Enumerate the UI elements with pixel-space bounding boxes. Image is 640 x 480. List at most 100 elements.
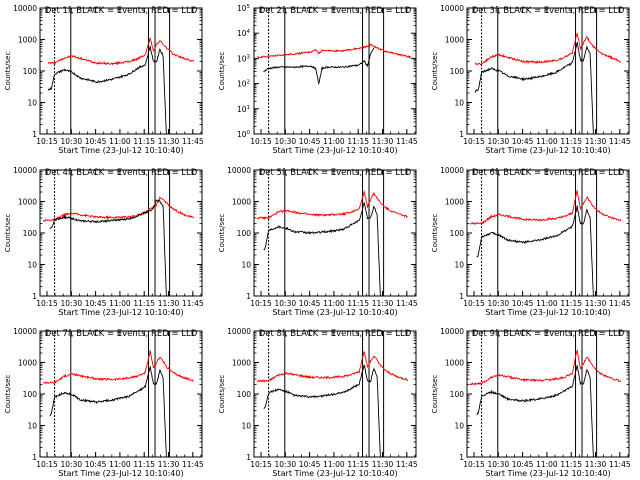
x-tick-label: 11:00 xyxy=(323,460,345,469)
y-tick-label: 10000 xyxy=(13,327,37,336)
y-tick-label: 100 xyxy=(450,229,465,238)
plot-frame xyxy=(253,169,417,297)
x-tick-label: 10:15 xyxy=(250,137,272,146)
series-line-red xyxy=(257,43,412,59)
x-tick-label: 11:00 xyxy=(536,137,558,146)
plot-frame xyxy=(39,330,203,458)
y-tick-label: 1 xyxy=(459,292,464,301)
panel-title: Det 3f, BLACK = Events, RED = LLD xyxy=(472,6,625,16)
y-axis-label: Counts/sec xyxy=(431,375,439,414)
series-line-black xyxy=(263,202,381,297)
series-line-red xyxy=(47,37,195,66)
x-tick-label: 11:45 xyxy=(182,137,204,146)
x-tick-label: 10:15 xyxy=(463,299,485,308)
x-tick-label: 10:30 xyxy=(275,137,297,146)
y-tick-label: 1000 xyxy=(445,359,464,368)
panel-title: Det 4f, BLACK = Events, RED = LLD xyxy=(45,168,198,178)
x-tick-label: 11:45 xyxy=(396,460,418,469)
x-tick-label: 11:45 xyxy=(609,460,631,469)
chart-panel-5: Det 5f, BLACK = Events, RED = LLD 1 10 100 1… xyxy=(218,166,418,317)
x-tick-label: 10:45 xyxy=(512,137,534,146)
y-tick-label: 102 xyxy=(237,80,250,89)
x-tick-label: 11:15 xyxy=(560,299,582,308)
y-tick-label: 10 xyxy=(241,261,251,270)
x-tick-label: 11:00 xyxy=(323,137,345,146)
chart-panel-3: Det 3f, BLACK = Events, RED = LLD 1 10 100 1… xyxy=(431,4,631,155)
plot-frame xyxy=(466,7,630,135)
x-tick-label: 10:30 xyxy=(275,460,297,469)
x-tick-label: 10:30 xyxy=(61,460,83,469)
x-axis-label: Start Time (23-Jul-12 10:10:40) xyxy=(58,308,183,317)
y-tick-label: 100 xyxy=(23,390,38,399)
y-tick-label: 104 xyxy=(237,29,251,38)
y-tick-label: 1 xyxy=(32,292,37,301)
series-line-red xyxy=(256,189,409,221)
series-line-red xyxy=(469,350,622,386)
y-tick-label: 1 xyxy=(459,453,464,462)
x-tick-label: 11:30 xyxy=(585,460,607,469)
x-tick-label: 10:15 xyxy=(36,137,58,146)
y-tick-label: 105 xyxy=(237,4,251,13)
y-tick-label: 10000 xyxy=(440,4,464,13)
y-tick-label: 1 xyxy=(246,453,251,462)
x-tick-label: 11:30 xyxy=(372,299,394,308)
x-tick-label: 11:15 xyxy=(347,137,369,146)
x-axis-label: Start Time (23-Jul-12 10:10:40) xyxy=(272,469,397,478)
y-tick-label: 1000 xyxy=(232,198,251,207)
x-tick-label: 11:00 xyxy=(109,137,131,146)
y-axis-label: Counts/sec xyxy=(4,214,12,253)
y-tick-label: 1000 xyxy=(445,198,464,207)
chart-panel-6: Det 6f, BLACK = Events, RED = LLD 1 10 100 1… xyxy=(431,166,631,317)
x-tick-label: 10:45 xyxy=(512,460,534,469)
y-tick-label: 1 xyxy=(32,130,37,139)
y-axis-label: Counts/sec xyxy=(218,52,226,91)
y-tick-label: 10000 xyxy=(13,4,37,13)
x-axis-label: Start Time (23-Jul-12 10:10:40) xyxy=(272,308,397,317)
x-tick-label: 10:15 xyxy=(36,299,58,308)
x-tick-label: 11:15 xyxy=(347,460,369,469)
chart-panel-2: Det 2f, BLACK = Events, RED = LLD 100 101 1… xyxy=(218,4,418,155)
x-tick-label: 11:15 xyxy=(560,460,582,469)
plot-frame xyxy=(253,330,417,458)
x-tick-label: 10:45 xyxy=(299,137,321,146)
x-tick-label: 11:15 xyxy=(133,137,155,146)
x-axis-label: Start Time (23-Jul-12 10:10:40) xyxy=(485,469,610,478)
y-tick-label: 100 xyxy=(237,229,252,238)
y-tick-label: 10 xyxy=(454,261,464,270)
panel-title: Det 2f, BLACK = Events, RED = LLD xyxy=(259,6,412,16)
x-tick-label: 11:30 xyxy=(158,137,180,146)
x-tick-label: 11:15 xyxy=(560,137,582,146)
x-tick-label: 10:45 xyxy=(299,460,321,469)
chart-panel-7: Det 7f, BLACK = Events, RED = LLD 1 10 100 1… xyxy=(4,327,204,478)
y-tick-label: 1 xyxy=(459,130,464,139)
y-tick-label: 10 xyxy=(454,422,464,431)
x-tick-label: 11:45 xyxy=(609,299,631,308)
y-axis-label: Counts/sec xyxy=(218,375,226,414)
panel-title: Det 7f, BLACK = Events, RED = LLD xyxy=(45,329,198,339)
y-tick-label: 10000 xyxy=(13,166,37,175)
y-tick-label: 103 xyxy=(237,54,251,63)
y-axis-label: Counts/sec xyxy=(4,375,12,414)
x-tick-label: 11:30 xyxy=(158,299,180,308)
x-tick-label: 10:15 xyxy=(463,460,485,469)
y-tick-label: 1 xyxy=(32,453,37,462)
y-tick-label: 10000 xyxy=(440,327,464,336)
y-axis-label: Counts/sec xyxy=(4,52,12,91)
y-tick-label: 100 xyxy=(23,229,38,238)
series-line-red xyxy=(469,190,622,226)
x-tick-label: 11:15 xyxy=(347,299,369,308)
y-tick-label: 10000 xyxy=(440,166,464,175)
x-tick-label: 11:45 xyxy=(609,137,631,146)
y-tick-label: 10 xyxy=(27,261,37,270)
y-tick-label: 1000 xyxy=(18,359,37,368)
x-tick-label: 10:15 xyxy=(36,460,58,469)
plot-frame xyxy=(39,169,203,297)
x-tick-label: 10:15 xyxy=(250,460,272,469)
y-tick-label: 10 xyxy=(241,422,251,431)
y-tick-label: 100 xyxy=(237,390,252,399)
x-axis-label: Start Time (23-Jul-12 10:10:40) xyxy=(485,146,610,155)
x-tick-label: 10:45 xyxy=(85,137,107,146)
y-tick-label: 1000 xyxy=(18,36,37,45)
y-tick-label: 100 xyxy=(450,67,465,76)
